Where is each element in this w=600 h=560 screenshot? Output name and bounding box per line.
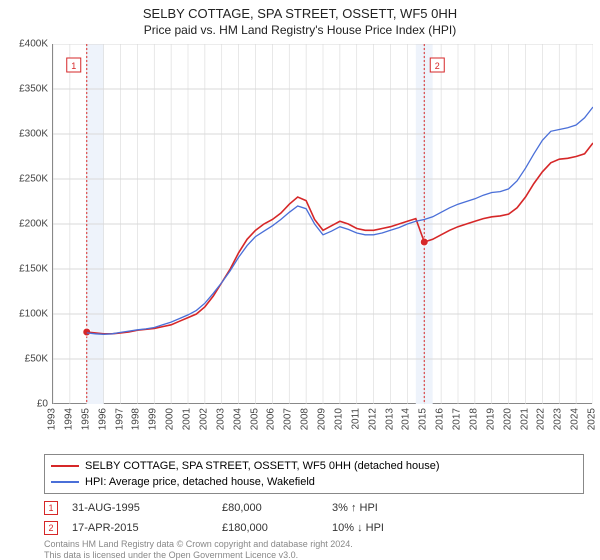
x-tick-label: 2003 — [215, 408, 226, 430]
y-tick-label: £100K — [19, 309, 48, 320]
x-tick-label: 1997 — [114, 408, 125, 430]
x-tick-label: 2002 — [198, 408, 209, 430]
fineprint: Contains HM Land Registry data © Crown c… — [44, 539, 584, 560]
event-marker: 1 — [67, 58, 81, 72]
transactions-table: 1 31-AUG-1995£80,0003% ↑ HPI 2 17-APR-2015£… — [44, 498, 584, 538]
transaction-row: 1 31-AUG-1995£80,0003% ↑ HPI — [44, 498, 584, 518]
x-tick-label: 2016 — [435, 408, 446, 430]
chart-container: £0£50K£100K£150K£200K£250K£300K£350K£400… — [8, 44, 592, 436]
y-tick-label: £350K — [19, 84, 48, 95]
x-tick-label: 1996 — [97, 408, 108, 430]
x-tick-label: 2015 — [418, 408, 429, 430]
x-tick-label: 2007 — [283, 408, 294, 430]
y-tick-label: £200K — [19, 219, 48, 230]
x-tick-label: 2000 — [165, 408, 176, 430]
x-tick-label: 2004 — [232, 408, 243, 430]
y-tick-label: £50K — [25, 354, 48, 365]
x-tick-label: 2010 — [333, 408, 344, 430]
transaction-date: 17-APR-2015 — [72, 522, 222, 534]
title-main: SELBY COTTAGE, SPA STREET, OSSETT, WF5 0… — [0, 6, 600, 21]
x-tick-label: 2022 — [536, 408, 547, 430]
x-tick-label: 2008 — [300, 408, 311, 430]
fineprint-line1: Contains HM Land Registry data © Crown c… — [44, 539, 584, 549]
y-tick-label: £150K — [19, 264, 48, 275]
y-axis: £0£50K£100K£150K£200K£250K£300K£350K£400… — [8, 44, 52, 404]
plot-area: 12 — [52, 44, 592, 404]
title-sub: Price paid vs. HM Land Registry's House … — [0, 23, 600, 37]
x-tick-label: 1998 — [131, 408, 142, 430]
fineprint-line2: This data is licensed under the Open Gov… — [44, 550, 584, 560]
legend-label: SELBY COTTAGE, SPA STREET, OSSETT, WF5 0… — [85, 460, 440, 472]
legend-swatch — [51, 465, 79, 467]
x-tick-label: 2019 — [485, 408, 496, 430]
legend-item: HPI: Average price, detached house, Wake… — [51, 474, 577, 490]
legend-swatch — [51, 481, 79, 483]
x-tick-label: 1993 — [47, 408, 58, 430]
x-tick-label: 1994 — [63, 408, 74, 430]
x-tick-label: 2023 — [553, 408, 564, 430]
legend-item: SELBY COTTAGE, SPA STREET, OSSETT, WF5 0… — [51, 458, 577, 474]
x-axis: 1993199419951996199719981999200020012002… — [52, 404, 592, 436]
transaction-price: £80,000 — [222, 502, 332, 514]
transaction-hpi: 3% ↑ HPI — [332, 502, 378, 514]
x-tick-label: 2001 — [182, 408, 193, 430]
x-tick-label: 2017 — [452, 408, 463, 430]
x-tick-label: 2024 — [570, 408, 581, 430]
x-tick-label: 2006 — [266, 408, 277, 430]
event-marker: 2 — [430, 58, 444, 72]
x-tick-label: 2020 — [502, 408, 513, 430]
svg-text:1: 1 — [71, 61, 76, 71]
transaction-marker: 2 — [44, 521, 58, 535]
transaction-row: 2 17-APR-2015£180,00010% ↓ HPI — [44, 518, 584, 538]
x-tick-label: 2021 — [519, 408, 530, 430]
x-tick-label: 2009 — [317, 408, 328, 430]
y-tick-label: £300K — [19, 129, 48, 140]
legend: SELBY COTTAGE, SPA STREET, OSSETT, WF5 0… — [44, 454, 584, 494]
x-tick-label: 2018 — [468, 408, 479, 430]
y-tick-label: £400K — [19, 39, 48, 50]
x-tick-label: 1999 — [148, 408, 159, 430]
x-tick-label: 2025 — [587, 408, 598, 430]
x-tick-label: 2013 — [384, 408, 395, 430]
x-tick-label: 2005 — [249, 408, 260, 430]
y-tick-label: £250K — [19, 174, 48, 185]
x-tick-label: 2012 — [367, 408, 378, 430]
x-tick-label: 2014 — [401, 408, 412, 430]
transaction-hpi: 10% ↓ HPI — [332, 522, 384, 534]
x-tick-label: 2011 — [350, 408, 361, 430]
transaction-marker: 1 — [44, 501, 58, 515]
transaction-price: £180,000 — [222, 522, 332, 534]
transaction-date: 31-AUG-1995 — [72, 502, 222, 514]
svg-text:2: 2 — [435, 61, 440, 71]
legend-label: HPI: Average price, detached house, Wake… — [85, 476, 315, 488]
x-tick-label: 1995 — [80, 408, 91, 430]
